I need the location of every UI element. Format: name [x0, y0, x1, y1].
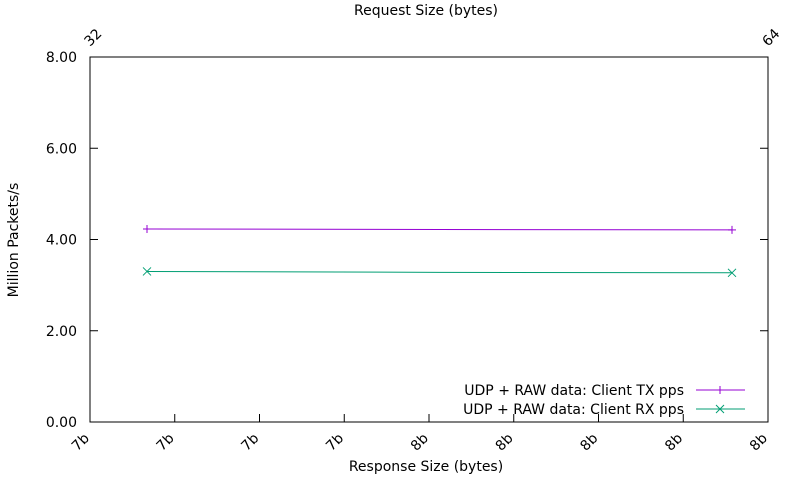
series-line-2 — [146, 270, 733, 274]
y-tick-label: 0.00 — [46, 415, 77, 431]
x-tick-label: 8b — [493, 430, 517, 454]
legend-marker-2 — [715, 404, 725, 414]
x-tick-label: 7b — [323, 430, 347, 454]
x-tick-label: 8b — [577, 430, 601, 454]
series-2-point — [727, 268, 737, 278]
x-tick-label: 7b — [69, 430, 93, 454]
x-tick-label: 8b — [408, 430, 432, 454]
legend-label-2: UDP + RAW data: Client RX pps — [463, 402, 684, 418]
legend-label-1: UDP + RAW data: Client TX pps — [464, 383, 684, 399]
series-1-point — [728, 225, 736, 234]
top-x-tick-label: 32 — [82, 26, 106, 50]
y-tick-label: 4.00 — [46, 233, 77, 249]
x-tick-label: 7b — [238, 430, 262, 454]
x-tick-label: 7b — [154, 430, 178, 454]
series-2-point — [142, 267, 152, 276]
legend-marker-1 — [716, 386, 724, 394]
legend: UDP + RAW data: Client TX pps UDP + RAW d… — [463, 383, 745, 418]
y-tick-label: 6.00 — [46, 141, 77, 157]
top-x-axis-title: Request Size (bytes) — [354, 3, 498, 19]
y-axis: 0.00 2.00 4.00 6.00 8.00 — [46, 50, 768, 431]
y-tick-label: 8.00 — [46, 50, 77, 66]
y-axis-title: Million Packets/s — [6, 183, 22, 298]
series-layer — [142, 225, 737, 278]
plot-frame — [89, 56, 769, 423]
x-tick-label: 8b — [662, 430, 686, 454]
x-axis-title: Response Size (bytes) — [349, 459, 503, 475]
y-tick-label: 2.00 — [46, 324, 77, 340]
x-tick-label: 8b — [747, 430, 771, 454]
series-line-1 — [146, 228, 733, 231]
top-x-tick-label: 64 — [760, 26, 784, 50]
bottom-x-axis: 7b 7b 7b 7b 8b 8b 8b 8b 8b — [69, 414, 771, 454]
top-x-axis: 32 64 — [82, 26, 784, 65]
series-1-point — [143, 225, 151, 234]
